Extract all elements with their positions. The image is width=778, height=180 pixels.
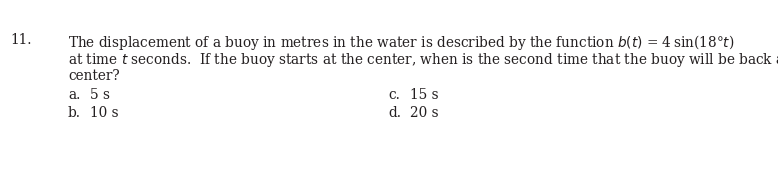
Text: 5 s: 5 s [90,88,110,102]
Text: The displacement of a buoy in metres in the water is described by the function $: The displacement of a buoy in metres in … [68,33,734,52]
Text: d.: d. [388,106,401,120]
Text: at time $\mathit{t}$ seconds.  If the buoy starts at the center, when is the sec: at time $\mathit{t}$ seconds. If the buo… [68,51,778,69]
Text: c.: c. [388,88,400,102]
Text: b.: b. [68,106,81,120]
Text: center?: center? [68,69,120,83]
Text: 11.: 11. [10,33,31,47]
Text: a.: a. [68,88,80,102]
Text: 10 s: 10 s [90,106,118,120]
Text: 20 s: 20 s [410,106,439,120]
Text: 15 s: 15 s [410,88,439,102]
